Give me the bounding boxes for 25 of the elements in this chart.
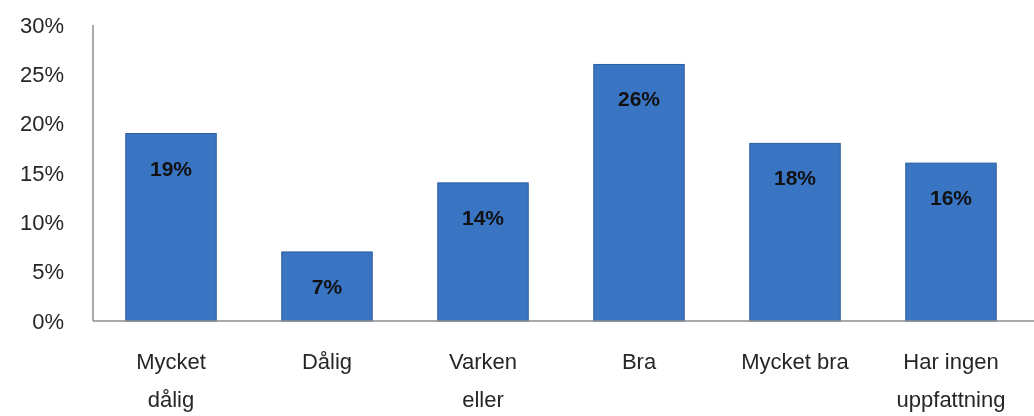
data-label: 19% bbox=[149, 156, 193, 180]
bar bbox=[437, 182, 529, 322]
x-tick-label: Mycket dålig bbox=[136, 349, 206, 412]
x-tick-label: Bra bbox=[621, 349, 657, 374]
y-tick-label: 15% bbox=[19, 160, 64, 186]
x-tick-label: Dålig bbox=[301, 349, 353, 374]
y-tick-label: 30% bbox=[19, 12, 64, 38]
bar bbox=[281, 251, 373, 322]
data-label: 7% bbox=[311, 274, 343, 298]
bar bbox=[125, 133, 217, 322]
data-label: 16% bbox=[929, 186, 973, 210]
bar bbox=[905, 162, 997, 322]
y-tick-label: 20% bbox=[19, 111, 64, 137]
bar bbox=[593, 63, 685, 322]
y-tick-label: 25% bbox=[19, 62, 64, 88]
data-label: 26% bbox=[617, 87, 661, 111]
data-label: 18% bbox=[773, 166, 817, 190]
bar bbox=[749, 142, 841, 322]
y-tick-label: 0% bbox=[32, 308, 64, 334]
x-tick-label: Varken eller bbox=[448, 349, 518, 412]
y-tick-label: 10% bbox=[19, 210, 64, 236]
x-tick-label: Mycket bra bbox=[741, 349, 850, 374]
x-tick-label: Har ingen uppfattning bbox=[896, 349, 1006, 412]
y-tick-label: 5% bbox=[32, 259, 64, 285]
data-label: 14% bbox=[461, 205, 505, 229]
